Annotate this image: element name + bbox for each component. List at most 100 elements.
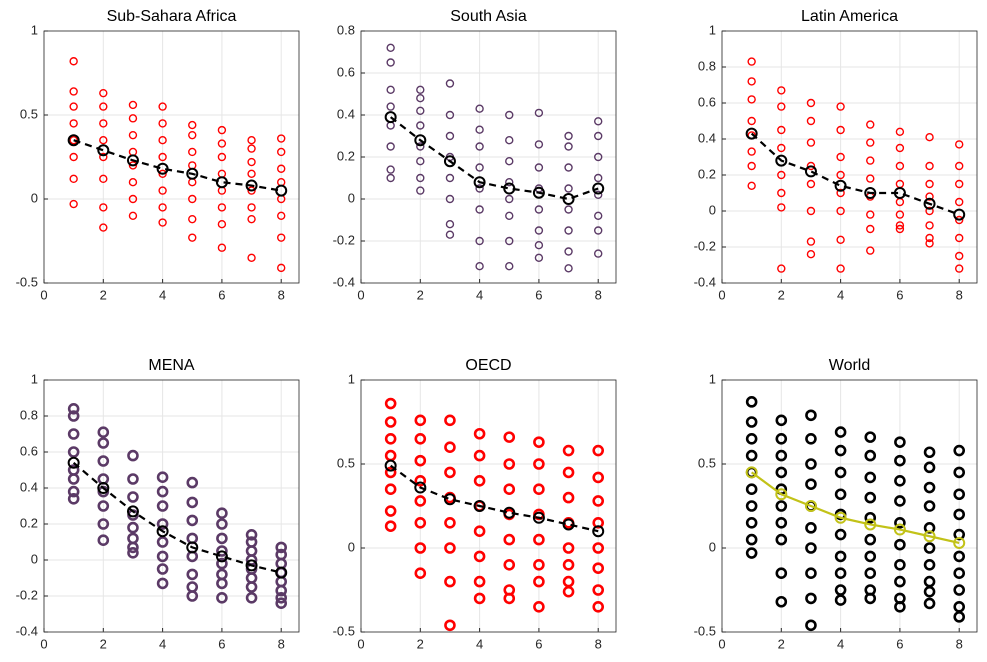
y-tick-label: 0.2	[20, 515, 38, 530]
y-tick-label: -0.2	[16, 587, 38, 602]
data-point	[894, 558, 906, 571]
x-tick-label: 6	[535, 287, 542, 302]
data-point	[69, 102, 78, 111]
data-point	[158, 119, 167, 128]
mean-marker	[804, 165, 817, 178]
data-point	[955, 161, 964, 171]
data-point	[67, 492, 80, 505]
data-point	[747, 116, 756, 126]
data-point	[505, 262, 514, 271]
data-point	[955, 233, 964, 243]
y-tick-label: 0	[31, 190, 38, 205]
data-point	[747, 57, 756, 66]
data-point	[475, 205, 484, 214]
data-point	[384, 397, 397, 410]
data-point	[384, 432, 397, 445]
data-point	[473, 525, 486, 538]
x-tick-label: 0	[357, 636, 364, 651]
data-point	[806, 116, 816, 126]
y-tick-label: 0.6	[337, 64, 355, 79]
data-point	[562, 491, 575, 504]
mean-marker	[443, 155, 456, 168]
data-point	[505, 236, 514, 246]
data-point	[475, 184, 484, 193]
data-point	[834, 594, 847, 606]
mean-marker	[503, 182, 516, 195]
data-point	[99, 119, 108, 128]
data-point	[955, 140, 964, 149]
data-point	[277, 147, 286, 157]
data-point	[836, 170, 845, 180]
plot-area	[361, 380, 616, 632]
data-point	[594, 190, 603, 200]
data-point	[534, 253, 544, 262]
data-point	[564, 163, 573, 172]
data-point	[894, 538, 906, 551]
data-point	[473, 449, 486, 462]
data-point	[775, 449, 788, 462]
x-tick-label: 0	[718, 287, 725, 302]
mean-marker	[953, 208, 966, 221]
data-point	[745, 432, 758, 445]
axes-frame	[43, 30, 300, 284]
data-point	[445, 131, 455, 141]
data-point	[473, 474, 486, 487]
data-point	[186, 590, 199, 602]
data-point	[562, 542, 575, 554]
data-point	[97, 426, 110, 439]
data-point	[866, 246, 875, 255]
mean-marker	[592, 182, 605, 195]
data-point	[384, 505, 397, 517]
data-point	[775, 595, 788, 608]
data-point	[894, 516, 906, 529]
data-point	[805, 522, 817, 534]
data-point	[386, 142, 395, 151]
mean-marker	[893, 523, 906, 536]
data-point	[894, 474, 906, 487]
mean-marker	[215, 176, 228, 189]
data-point	[69, 57, 78, 66]
data-point	[533, 558, 545, 571]
data-point	[158, 102, 167, 111]
data-point	[216, 532, 228, 545]
data-point	[564, 131, 573, 141]
data-point	[923, 585, 936, 598]
data-point	[864, 550, 877, 563]
data-point	[834, 488, 847, 501]
data-point	[386, 85, 395, 95]
data-point	[953, 508, 966, 521]
x-tick-label: 4	[476, 636, 483, 651]
data-point	[444, 575, 456, 588]
data-point	[775, 466, 788, 479]
data-point	[925, 221, 934, 230]
data-point	[894, 495, 906, 507]
axes-frame	[721, 379, 978, 633]
data-point	[864, 533, 877, 546]
data-point	[925, 179, 934, 189]
data-point	[158, 169, 167, 179]
data-point	[416, 186, 425, 195]
data-point	[806, 179, 816, 189]
mean-marker	[186, 541, 199, 554]
data-point	[127, 521, 139, 534]
data-point	[745, 416, 758, 428]
data-point	[592, 542, 605, 554]
y-tick-label: 1	[31, 371, 38, 386]
y-tick-label: -0.2	[333, 232, 355, 247]
data-point	[594, 211, 603, 221]
data-point	[592, 495, 605, 507]
y-tick-label: 0.8	[698, 58, 716, 73]
data-point	[216, 545, 228, 557]
x-tick-label: 0	[40, 287, 47, 302]
data-point	[414, 542, 427, 554]
data-point	[69, 135, 78, 145]
data-point	[67, 446, 80, 458]
data-point	[128, 114, 138, 123]
data-point	[416, 156, 425, 166]
mean-marker	[953, 536, 966, 549]
data-point	[156, 471, 169, 484]
data-point	[97, 534, 110, 547]
data-point	[386, 102, 395, 111]
mean-marker	[864, 187, 877, 199]
